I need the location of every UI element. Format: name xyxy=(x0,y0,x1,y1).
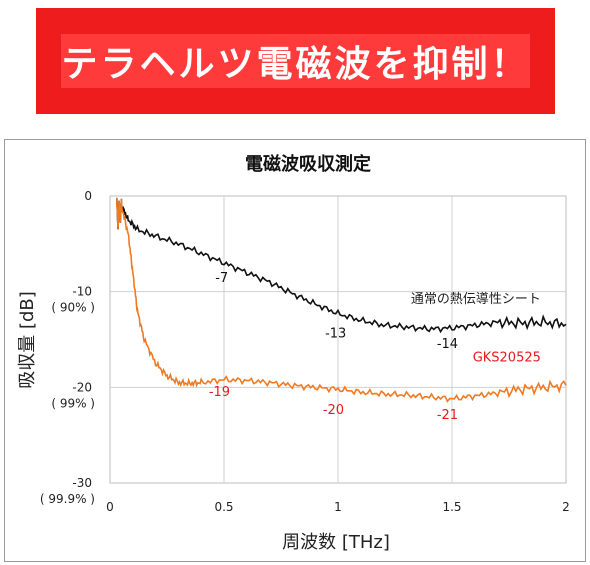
headline-banner: テラヘルツ電磁波を抑制！ xyxy=(36,8,555,114)
x-tick-label: 1 xyxy=(334,500,342,514)
series-line xyxy=(116,197,567,334)
data-annotation: -21 xyxy=(437,408,458,423)
y-tick-label: -30 xyxy=(72,476,92,490)
series-line xyxy=(116,197,567,403)
y-tick-percent: ( 90% ) xyxy=(51,301,95,315)
series-layer xyxy=(116,197,567,403)
grid-layer xyxy=(109,195,567,484)
data-annotation: -14 xyxy=(437,337,458,352)
data-annotation: -20 xyxy=(323,403,344,418)
data-annotation: GKS20525 xyxy=(473,351,541,366)
data-annotation: -7 xyxy=(215,271,228,286)
y-tick-percent: ( 99.9% ) xyxy=(40,492,95,506)
y-tick-label: 0 xyxy=(84,189,92,203)
chart-title: 電磁波吸収測定 xyxy=(245,153,371,175)
x-tick-label: 2 xyxy=(562,500,570,514)
x-tick-label: 0.5 xyxy=(214,500,233,514)
annotation-layer: -7 -13 -14 通常の熱伝導性シート -19 -20 -21 GKS20525 xyxy=(209,271,541,423)
data-annotation: -13 xyxy=(325,327,346,342)
x-tick-label: 1.5 xyxy=(442,500,461,514)
y-tick-label: -10 xyxy=(72,285,92,299)
data-annotation: 通常の熱伝導性シート xyxy=(411,292,541,307)
y-tick-percent: ( 99% ) xyxy=(51,396,95,410)
x-axis-label: 周波数 [THz] xyxy=(282,532,390,553)
headline-text: テラヘルツ電磁波を抑制！ xyxy=(61,44,530,85)
y-tick-label: -20 xyxy=(72,380,92,394)
chart-panel xyxy=(4,139,586,562)
tick-layer: 0 0.5 1 1.5 2 0 -10 ( 90% ) -20 ( 99% ) -30 ( 99.9%… xyxy=(40,189,570,514)
headline-banner-inner: テラヘルツ電磁波を抑制！ xyxy=(61,34,530,88)
y-axis-label: 吸収量 [dB] xyxy=(17,291,38,389)
data-annotation: -19 xyxy=(209,385,230,400)
x-tick-label: 0 xyxy=(106,500,114,514)
